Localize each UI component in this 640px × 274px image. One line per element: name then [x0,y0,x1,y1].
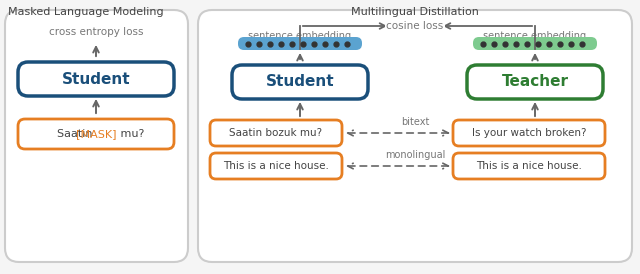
FancyBboxPatch shape [453,120,605,146]
Text: sentence embedding: sentence embedding [248,31,351,41]
Text: sentence embedding: sentence embedding [483,31,587,41]
Text: Saatin bozuk mu?: Saatin bozuk mu? [229,128,323,138]
FancyBboxPatch shape [467,65,603,99]
Text: Student: Student [61,72,131,87]
FancyBboxPatch shape [18,119,174,149]
Text: mu?: mu? [96,129,145,139]
Text: monolingual: monolingual [385,150,445,160]
FancyBboxPatch shape [473,37,597,50]
Text: Multilingual Distillation: Multilingual Distillation [351,7,479,17]
FancyBboxPatch shape [210,153,342,179]
FancyBboxPatch shape [18,62,174,96]
Text: [MASK]: [MASK] [76,129,116,139]
Text: bitext: bitext [401,117,429,127]
FancyBboxPatch shape [210,120,342,146]
Text: Student: Student [266,75,334,90]
Text: This is a nice house.: This is a nice house. [223,161,329,171]
Text: cross entropy loss: cross entropy loss [49,27,143,37]
Text: Teacher: Teacher [502,75,568,90]
FancyBboxPatch shape [5,10,188,262]
Text: Masked Language Modeling: Masked Language Modeling [8,7,164,17]
Text: This is a nice house.: This is a nice house. [476,161,582,171]
FancyBboxPatch shape [198,10,632,262]
Text: Is your watch broken?: Is your watch broken? [472,128,586,138]
FancyBboxPatch shape [238,37,362,50]
FancyBboxPatch shape [453,153,605,179]
Text: cosine loss: cosine loss [387,21,444,31]
FancyBboxPatch shape [232,65,368,99]
Text: Saatin: Saatin [57,129,96,139]
